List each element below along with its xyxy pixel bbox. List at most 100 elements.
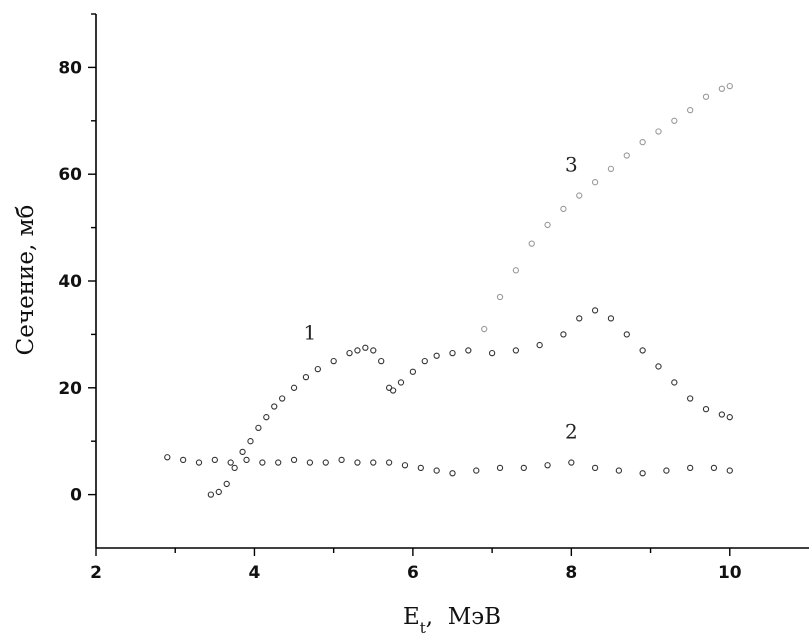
y-axis-title: Сечение, мб xyxy=(13,205,39,356)
data-point xyxy=(718,85,726,92)
data-point xyxy=(687,464,694,472)
data-point xyxy=(385,459,393,466)
data-point xyxy=(702,406,710,413)
data-point xyxy=(591,307,599,314)
data-point xyxy=(576,192,583,199)
data-point xyxy=(726,82,733,90)
y-tick-label: 80 xyxy=(58,58,82,78)
data-point xyxy=(259,459,266,466)
data-point xyxy=(346,349,353,357)
y-tick-label: 0 xyxy=(70,486,82,506)
data-point xyxy=(512,347,520,354)
y-tick-label: 20 xyxy=(58,379,82,399)
data-point xyxy=(591,179,599,186)
data-point xyxy=(726,414,733,421)
data-point xyxy=(702,93,710,100)
x-axis-title-unit: , МэВ xyxy=(426,604,501,630)
data-point xyxy=(417,464,424,472)
data-point xyxy=(290,384,298,391)
data-point xyxy=(710,464,718,472)
data-point xyxy=(433,352,440,359)
data-point xyxy=(607,315,615,322)
data-point xyxy=(243,456,250,464)
data-point xyxy=(512,267,520,274)
data-point xyxy=(718,411,726,418)
data-point xyxy=(663,467,670,474)
data-point xyxy=(421,357,428,365)
data-point xyxy=(655,363,662,370)
data-point xyxy=(544,221,551,229)
data-point xyxy=(231,464,238,472)
data-point xyxy=(560,205,567,213)
curve-label-2: 2 xyxy=(565,420,578,444)
annotation-layer: 1 2 3 xyxy=(304,153,578,444)
data-point xyxy=(239,448,246,456)
data-point xyxy=(370,459,377,466)
series-2 xyxy=(164,454,733,477)
data-point xyxy=(615,467,623,474)
data-point xyxy=(639,347,646,354)
data-point xyxy=(544,462,551,469)
data-point xyxy=(354,347,361,354)
data-point xyxy=(306,459,314,466)
data-point xyxy=(496,464,504,472)
data-point xyxy=(378,357,385,365)
data-point xyxy=(639,139,646,146)
data-point xyxy=(271,403,278,410)
data-point xyxy=(354,459,361,466)
data-point xyxy=(488,349,496,357)
data-point xyxy=(607,165,615,173)
data-point xyxy=(215,488,222,496)
y-tick-label: 60 xyxy=(58,165,82,185)
data-point xyxy=(433,467,440,474)
curve-label-3: 3 xyxy=(565,153,578,177)
data-point xyxy=(338,456,345,464)
data-point xyxy=(223,480,230,488)
data-point xyxy=(449,349,456,357)
data-point xyxy=(576,315,583,322)
data-point xyxy=(520,464,527,472)
data-point xyxy=(290,456,298,464)
data-point xyxy=(275,459,282,466)
series-layer xyxy=(164,82,733,498)
data-point xyxy=(655,128,662,135)
data-point xyxy=(211,456,218,464)
data-point xyxy=(473,467,480,474)
data-point xyxy=(370,347,377,354)
data-point xyxy=(389,387,397,394)
data-point xyxy=(409,368,417,375)
data-point xyxy=(726,467,733,474)
series-3 xyxy=(481,82,733,333)
ticks: 2 4 6 8 10 0 20 40 60 80 xyxy=(58,13,742,583)
data-point xyxy=(671,117,678,124)
data-point xyxy=(279,395,286,402)
data-point xyxy=(330,357,337,365)
axes xyxy=(95,14,809,549)
data-point xyxy=(687,106,694,114)
data-point xyxy=(227,459,234,466)
data-point xyxy=(481,325,488,333)
data-point xyxy=(639,470,646,477)
x-axis-title-main: E xyxy=(403,604,420,630)
data-point xyxy=(671,379,678,386)
data-point xyxy=(247,438,254,445)
data-point xyxy=(560,331,567,338)
data-point xyxy=(623,152,630,159)
data-point xyxy=(207,491,215,498)
data-point xyxy=(195,459,203,466)
data-point xyxy=(314,365,321,373)
x-axis-title-subscript: t xyxy=(420,619,426,636)
series-1 xyxy=(207,307,733,498)
data-point xyxy=(263,414,270,421)
x-tick-label: 2 xyxy=(90,563,102,583)
data-point xyxy=(623,331,630,338)
data-point xyxy=(449,470,456,477)
x-tick-label: 8 xyxy=(565,563,577,583)
data-point xyxy=(496,293,504,301)
data-point xyxy=(591,464,599,472)
data-point xyxy=(255,424,262,431)
data-point xyxy=(536,341,543,349)
x-axis-title: Et, МэВ xyxy=(403,604,501,636)
data-point xyxy=(397,379,405,386)
